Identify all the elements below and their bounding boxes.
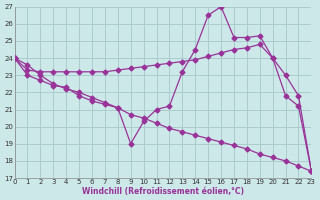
X-axis label: Windchill (Refroidissement éolien,°C): Windchill (Refroidissement éolien,°C) <box>82 187 244 196</box>
